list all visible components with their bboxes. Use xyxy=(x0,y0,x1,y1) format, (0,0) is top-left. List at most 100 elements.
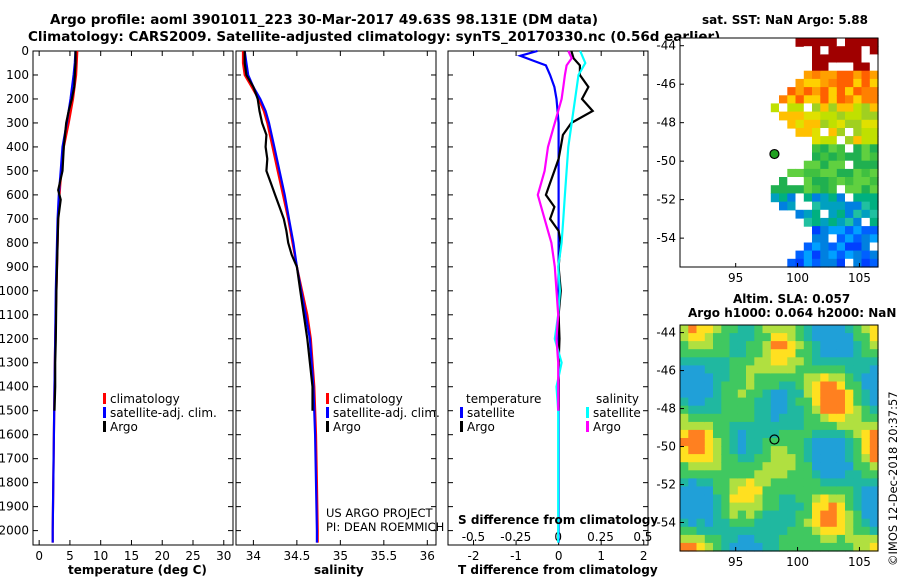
map-cell xyxy=(688,349,698,358)
map-cell xyxy=(836,128,846,137)
map-cell xyxy=(820,258,830,268)
map-cell xyxy=(754,470,764,479)
map-cell xyxy=(845,136,854,145)
map-cell xyxy=(812,201,821,211)
map-cell xyxy=(770,373,780,383)
map-cell xyxy=(869,365,879,375)
map-cell xyxy=(853,486,863,496)
y-tick-label: 100 xyxy=(6,68,29,82)
map-cell xyxy=(820,478,830,488)
map-cell xyxy=(762,470,772,479)
map-cell xyxy=(836,502,846,512)
map-cell xyxy=(845,421,854,431)
map-cell xyxy=(737,542,747,552)
map-cell xyxy=(704,357,714,366)
map-cell xyxy=(713,349,722,358)
map-cell xyxy=(680,325,689,334)
map-cell xyxy=(820,341,830,350)
map-cell xyxy=(696,494,706,504)
map-cell xyxy=(869,95,879,105)
legend-swatch-climatology xyxy=(103,393,106,404)
y-tick-label: -44 xyxy=(656,39,676,53)
map-cell xyxy=(861,429,871,439)
y-tick-label: -46 xyxy=(656,364,676,378)
map-cell xyxy=(836,38,846,47)
map-cell xyxy=(812,357,821,366)
map-cell xyxy=(770,542,780,552)
map-cell xyxy=(853,470,863,479)
map-cell xyxy=(836,462,846,471)
map-cell xyxy=(696,333,706,342)
map-cell xyxy=(696,486,706,496)
map-cell xyxy=(828,462,838,471)
map-cell xyxy=(704,349,714,358)
header-line-2: Climatology: CARS2009. Satellite-adjuste… xyxy=(28,29,721,45)
map-cell xyxy=(746,478,755,488)
map-cell xyxy=(795,510,805,520)
map-cell xyxy=(828,454,838,463)
y-tick-label: 900 xyxy=(6,260,29,274)
sst-map: 95 100 105 -44 -46 -48 -50 -52 -54 xyxy=(656,37,879,285)
map-cell xyxy=(828,542,838,552)
map-cell xyxy=(861,217,871,227)
map-cell xyxy=(713,421,722,431)
map-cell xyxy=(845,357,854,366)
map-cell xyxy=(787,486,797,496)
map-cell xyxy=(845,78,854,88)
map-cell xyxy=(762,462,772,471)
map-cell xyxy=(721,438,731,447)
map-cell xyxy=(795,405,805,415)
map-cell xyxy=(729,349,739,358)
map-cell xyxy=(836,54,846,64)
map-cell xyxy=(853,373,863,383)
map-cell xyxy=(861,470,871,479)
map-cell xyxy=(861,413,871,423)
map-cell xyxy=(721,349,731,358)
map-cell xyxy=(762,421,772,431)
map-cell xyxy=(762,446,772,455)
map-cell xyxy=(828,413,838,423)
map-cell xyxy=(845,526,854,536)
map-cell xyxy=(754,325,764,334)
map-cell xyxy=(812,78,821,88)
map-cell xyxy=(803,119,813,129)
map-cell xyxy=(688,389,698,399)
map-cell xyxy=(787,413,797,423)
map-cell xyxy=(737,429,747,439)
map-cell xyxy=(729,534,739,544)
map-cell xyxy=(680,405,689,415)
legend-swatch-climatology xyxy=(326,393,329,404)
map-cell xyxy=(869,152,879,162)
map-cell xyxy=(861,389,871,399)
map-cell xyxy=(853,119,863,129)
map-cell xyxy=(836,136,846,145)
map-cell xyxy=(812,381,821,391)
map-cell xyxy=(861,526,871,536)
map-cell xyxy=(762,478,772,488)
map-cell xyxy=(803,95,813,105)
map-cell xyxy=(779,111,788,121)
map-cell xyxy=(770,185,780,194)
map-cell xyxy=(853,217,863,227)
map-cell xyxy=(853,54,863,64)
legend-swatch-satellite xyxy=(326,407,329,418)
map-cell xyxy=(869,46,879,55)
map-cell xyxy=(787,333,797,342)
map-cell xyxy=(795,119,805,129)
difference-panel: -2 -1 0 1 2-0.5 -0.25 0 0.25 0.5 xyxy=(447,49,652,563)
map-cell xyxy=(787,111,797,121)
map-cell xyxy=(787,470,797,479)
map-cell xyxy=(795,341,805,350)
map-cell xyxy=(754,462,764,471)
map-cell xyxy=(836,413,846,423)
map-cell xyxy=(787,518,797,528)
map-cell xyxy=(680,349,689,358)
map-cell xyxy=(762,381,772,391)
map-cell xyxy=(828,193,838,203)
map-cell xyxy=(803,87,813,96)
map-frame xyxy=(679,37,879,268)
map-cell xyxy=(836,201,846,211)
map-cell xyxy=(869,103,879,113)
salinity-panel: 34 34.5 35 35.5 36 xyxy=(235,50,437,563)
map-cell xyxy=(737,381,747,391)
